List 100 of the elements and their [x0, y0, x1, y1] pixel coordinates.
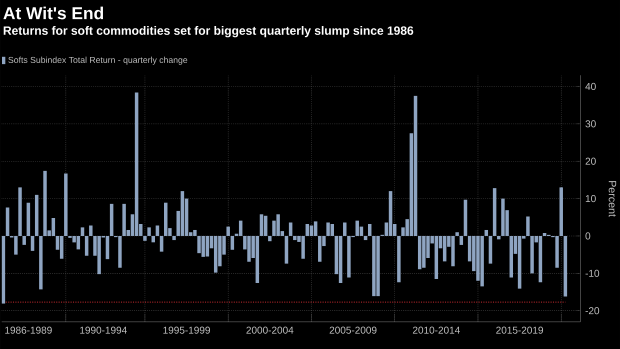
legend-label: Softs Subindex Total Return - quarterly change [8, 56, 188, 65]
bar [442, 236, 446, 262]
bar [134, 92, 138, 236]
x-tick-label: 2015-2019 [496, 326, 544, 334]
bar [180, 191, 184, 236]
bar [18, 187, 22, 236]
bar [288, 222, 292, 236]
bar [14, 236, 18, 255]
bar [147, 227, 151, 236]
bar [106, 236, 110, 260]
bar [564, 236, 568, 297]
bar [84, 236, 88, 256]
bar [414, 96, 418, 236]
bar [197, 236, 201, 254]
bar [201, 236, 205, 257]
bar [347, 236, 351, 278]
chart-title: At Wit's End [3, 6, 104, 20]
y-tick-label: 0 [585, 232, 590, 240]
bar [214, 236, 218, 273]
bar [388, 191, 392, 236]
y-tick-label: 20 [586, 158, 596, 165]
bar [26, 202, 30, 236]
bar [314, 221, 318, 236]
bar [356, 220, 359, 236]
chart-subtitle: Returns for soft commodities set for biggest quarterly slump since 1986 [4, 26, 414, 38]
x-tick-label: 1995-1999 [163, 326, 210, 334]
bar [538, 236, 542, 282]
bar [206, 236, 210, 257]
y-tick-label: -20 [586, 307, 600, 314]
bar [510, 236, 514, 278]
x-tick-label: 1986-1989 [5, 326, 52, 334]
bar [364, 236, 368, 240]
bar [52, 218, 56, 236]
bar [343, 222, 346, 236]
bar [301, 236, 305, 259]
bar [306, 224, 310, 236]
bar [193, 230, 197, 236]
bar [160, 236, 164, 252]
bar [526, 216, 530, 236]
bar [230, 236, 234, 250]
bar [455, 232, 459, 236]
bar [43, 170, 47, 236]
bar [492, 188, 496, 236]
bar [368, 224, 372, 236]
bar [338, 236, 342, 284]
bar [143, 236, 147, 241]
bar [64, 174, 68, 236]
x-tick-label: 2005-2009 [330, 326, 376, 334]
bar [264, 216, 268, 236]
bar [268, 236, 272, 242]
bar [30, 236, 34, 251]
bar [318, 236, 322, 262]
bar [152, 236, 155, 242]
bar [488, 236, 492, 264]
bar [310, 225, 314, 236]
bar [497, 236, 501, 240]
bar [326, 222, 330, 236]
bar [518, 236, 522, 289]
y-axis-title: Percent [608, 181, 616, 217]
bar [238, 220, 242, 236]
bar [559, 187, 563, 236]
bar [76, 236, 80, 250]
bar [460, 236, 464, 245]
bar [555, 236, 559, 268]
bar [39, 236, 43, 290]
x-tick-label: 2000-2004 [246, 326, 294, 334]
y-tick-label: -10 [586, 270, 600, 277]
bar [118, 236, 122, 268]
bar [164, 202, 168, 236]
bar [89, 225, 93, 236]
bar [226, 226, 230, 236]
bar [97, 236, 101, 274]
bar [293, 236, 297, 240]
bar [172, 236, 176, 240]
bar [464, 200, 468, 236]
bar [480, 236, 484, 286]
bar [530, 236, 534, 274]
bar [122, 204, 126, 236]
bar [422, 236, 426, 268]
x-tick-label: 1990-1994 [80, 326, 127, 334]
bar [6, 208, 10, 236]
bar [276, 214, 280, 236]
bar [484, 230, 488, 236]
y-tick-label: 40 [585, 82, 596, 90]
bar [284, 236, 288, 264]
bar [372, 236, 376, 296]
bar [110, 204, 114, 236]
bar [418, 236, 422, 270]
bar [60, 236, 64, 259]
bar [256, 236, 260, 284]
bar [330, 224, 334, 236]
bar [376, 236, 380, 296]
bar [542, 232, 546, 236]
bar [156, 225, 160, 236]
y-tick-label: 30 [585, 120, 596, 128]
bar [501, 198, 505, 236]
y-tick-label: 10 [586, 195, 596, 202]
bar [34, 194, 38, 236]
x-tick-label: 2010-2014 [412, 326, 460, 334]
bar [22, 236, 26, 245]
